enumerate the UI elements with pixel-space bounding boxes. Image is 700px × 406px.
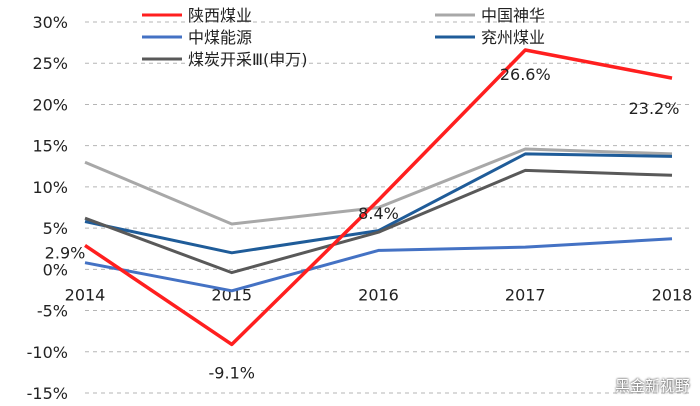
grid-lines [85, 21, 692, 394]
x-tick-label: 2014 [65, 285, 106, 304]
legend-label: 兖州煤业 [481, 28, 545, 47]
y-tick-label: -10% [27, 343, 68, 362]
data-label: 26.6% [500, 65, 551, 84]
legend-label: 煤炭开采Ⅲ(申万) [188, 50, 308, 69]
series-line [84, 237, 673, 293]
y-axis-ticks: -15% -10% -5% 0% 5% 10% 15% 20% 25% 30% [27, 13, 68, 403]
series-line [84, 48, 673, 347]
y-tick-label: -15% [27, 384, 68, 403]
data-label: -9.1% [209, 363, 255, 382]
x-tick-label: 2016 [358, 285, 399, 304]
y-tick-label: 25% [32, 54, 68, 73]
y-tick-label: 20% [32, 95, 68, 114]
y-tick-label: 10% [32, 178, 68, 197]
data-label: 8.4% [358, 204, 399, 223]
y-tick-label: 0% [43, 260, 68, 279]
data-label: 2.9% [45, 243, 86, 262]
watermark: 黑金新视野 [614, 377, 690, 395]
legend-label: 陕西煤业 [188, 6, 252, 25]
legend-label: 中煤能源 [188, 28, 252, 47]
y-tick-label: 15% [32, 137, 68, 156]
series-lines [84, 48, 673, 347]
series-line [84, 168, 673, 275]
y-tick-label: 5% [43, 219, 68, 238]
legend-label: 中国神华 [481, 6, 545, 25]
data-label: 23.2% [629, 99, 680, 118]
data-labels: 2.9% -9.1% 8.4% 26.6% 23.2% [45, 65, 680, 382]
y-tick-label: -5% [37, 302, 68, 321]
x-tick-label: 2017 [505, 285, 546, 304]
x-tick-label: 2018 [652, 285, 693, 304]
y-tick-label: 30% [32, 13, 68, 32]
series-line [84, 147, 673, 226]
